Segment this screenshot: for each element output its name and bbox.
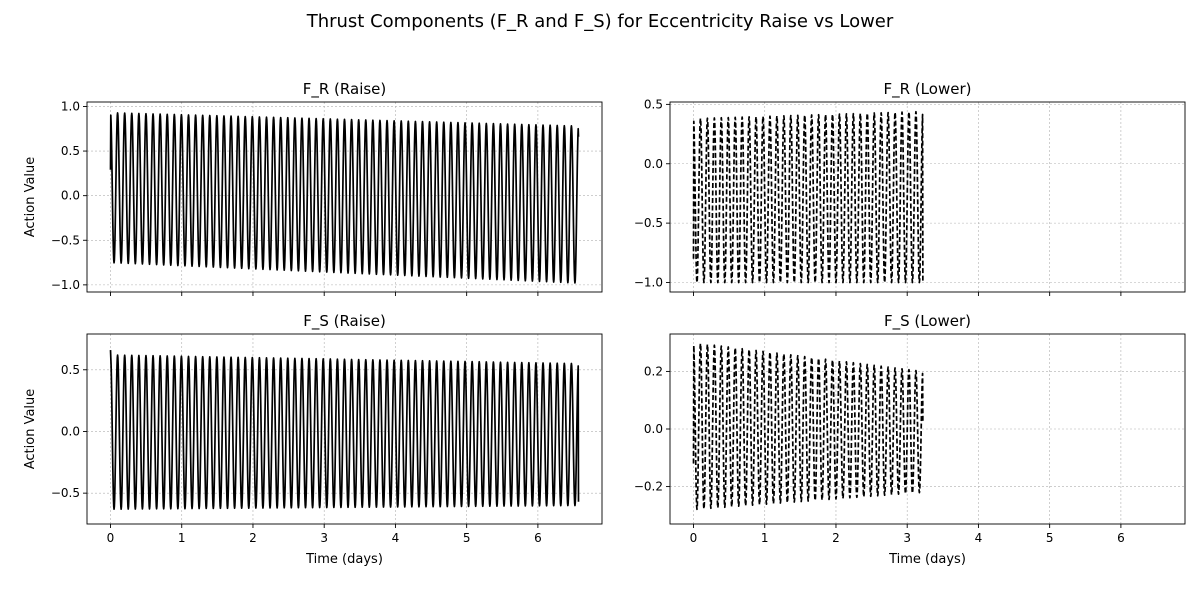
y-tick-label: 1.0 xyxy=(61,99,80,113)
x-tick-label: 5 xyxy=(1046,531,1054,545)
y-tick-label: 0.0 xyxy=(644,422,663,436)
y-tick-label: 0.0 xyxy=(644,157,663,171)
y-tick-label: 0.5 xyxy=(61,363,80,377)
x-tick-label: 2 xyxy=(249,531,257,545)
y-tick-label: 0.0 xyxy=(61,424,80,438)
x-axis-label: Time (days) xyxy=(305,552,383,567)
x-axis-label: Time (days) xyxy=(888,552,966,567)
subplot-4: 0 1 2 3 4 5 6 −0.2 0.0 0.2 F_S (Lower) Time (days) xyxy=(634,312,1186,567)
y-tick-label: −0.5 xyxy=(51,486,80,500)
subplot-1: −1.0 −0.5 0.0 0.5 1.0 F_R (Raise) Action Value xyxy=(23,80,603,296)
axes-frame xyxy=(86,101,603,293)
y-tick-label: −1.0 xyxy=(51,278,80,292)
x-tick-label: 1 xyxy=(178,531,186,545)
x-tick-label: 6 xyxy=(534,531,542,545)
series-line-1 xyxy=(109,350,580,511)
y-axis-label: Action Value xyxy=(23,389,38,470)
y-tick-label: 0.5 xyxy=(644,97,663,111)
subplot-grid: −1.0 −0.5 0.0 0.5 1.0 F_R (Raise) Action Value… xyxy=(23,80,1186,567)
subplot-title: F_S (Raise) xyxy=(303,312,386,331)
x-tick-label: 0 xyxy=(107,531,115,545)
x-tick-label: 6 xyxy=(1117,531,1125,545)
series-line-1 xyxy=(109,112,580,284)
x-tick-label: 3 xyxy=(320,531,328,545)
axes-frame xyxy=(669,101,1186,293)
y-tick-label: 0.5 xyxy=(61,144,80,158)
y-tick-label: −0.5 xyxy=(51,233,80,247)
y-tick-label: 0.2 xyxy=(644,364,663,378)
subplot-title: F_R (Raise) xyxy=(303,80,387,99)
series-line-1 xyxy=(692,110,924,284)
subplot-title: F_S (Lower) xyxy=(884,312,971,331)
subplot-2: −1.0 −0.5 0.0 0.5 F_R (Lower) xyxy=(634,80,1186,296)
x-tick-label: 0 xyxy=(690,531,698,545)
axes-frame xyxy=(86,333,603,525)
subplot-3: 0 1 2 3 4 5 6 −0.5 0.0 0.5 F_S (Raise) Time (days) A… xyxy=(23,312,603,567)
x-tick-label: 5 xyxy=(463,531,471,545)
subplot-title: F_R (Lower) xyxy=(884,80,972,99)
x-tick-label: 2 xyxy=(832,531,840,545)
y-tick-label: −0.2 xyxy=(634,480,663,494)
x-tick-label: 3 xyxy=(903,531,911,545)
y-tick-label: −0.5 xyxy=(634,216,663,230)
x-tick-label: 1 xyxy=(761,531,769,545)
x-tick-label: 4 xyxy=(975,531,983,545)
y-tick-label: −1.0 xyxy=(634,276,663,290)
x-tick-label: 4 xyxy=(392,531,400,545)
series-line-1 xyxy=(692,342,924,511)
figure-suptitle: Thrust Components (F_R and F_S) for Ecce… xyxy=(306,11,894,32)
y-axis-label: Action Value xyxy=(23,157,38,238)
y-tick-label: 0.0 xyxy=(61,189,80,203)
